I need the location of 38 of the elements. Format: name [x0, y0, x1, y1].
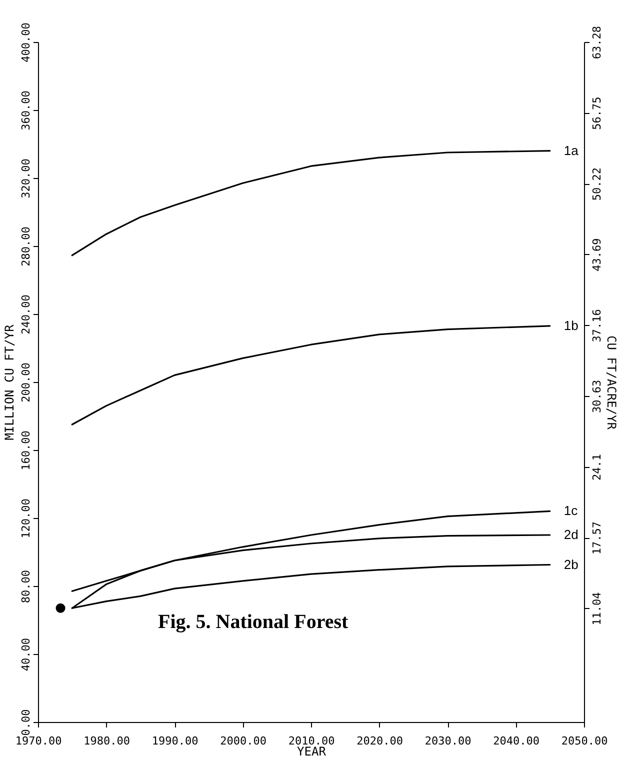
- y-tick-label: 80.00: [20, 570, 32, 604]
- y2-tick-label: 43.69: [590, 238, 604, 272]
- x-tick-label: 2030.00: [424, 734, 472, 748]
- x-tick-label: 2000.00: [220, 734, 266, 748]
- y2-tick-label: 37.16: [590, 309, 604, 342]
- y2-axis-title: CU FT/ACRE/YR: [604, 336, 618, 430]
- y-tick-label: 240.00: [20, 294, 32, 334]
- x-tick-label: 1990.00: [152, 734, 198, 748]
- y-tick-label: 0.00: [20, 709, 32, 736]
- y2-tick-label: 17.57: [590, 521, 604, 555]
- y-tick-label: 320.00: [20, 158, 32, 198]
- y2-tick-label: 56.75: [590, 96, 604, 130]
- y-tick-label: 120.00: [20, 498, 32, 538]
- y-tick-label: 280.00: [20, 226, 32, 266]
- y-tick-label: 160.00: [20, 430, 32, 470]
- series-label: 1c: [564, 503, 578, 518]
- y2-tick-label: 11.04: [590, 592, 604, 626]
- x-tick-label: 2010.00: [288, 734, 335, 748]
- y-tick-label: 200.00: [20, 362, 32, 402]
- series-label: 1a: [564, 142, 580, 158]
- y-axis-title: MILLION CU FT/YR: [2, 324, 16, 440]
- x-tick-label: 1970.00: [15, 734, 62, 748]
- x-tick-label: 2020.00: [356, 734, 403, 748]
- x-tick-label: 2050.00: [561, 734, 608, 748]
- series-label: 2b: [564, 556, 578, 572]
- x-tick-label: 1980.00: [84, 734, 130, 748]
- y2-tick-label: 50.22: [590, 168, 604, 201]
- x-tick-label: 2040.00: [493, 734, 540, 748]
- annotation: Fig. 5. National Forest: [158, 611, 349, 633]
- series-label: 1b: [564, 318, 578, 333]
- y-tick-label: 360.00: [20, 90, 32, 130]
- y2-tick-label: 30.63: [590, 380, 604, 413]
- y-tick-label: 40.00: [20, 638, 32, 672]
- y2-tick-label: 63.28: [590, 26, 604, 60]
- y-tick-label: 400.00: [20, 22, 32, 62]
- series-label: 2d: [564, 527, 578, 542]
- x-axis-title: YEAR: [297, 744, 327, 758]
- y2-tick-label: 24.1: [590, 454, 604, 480]
